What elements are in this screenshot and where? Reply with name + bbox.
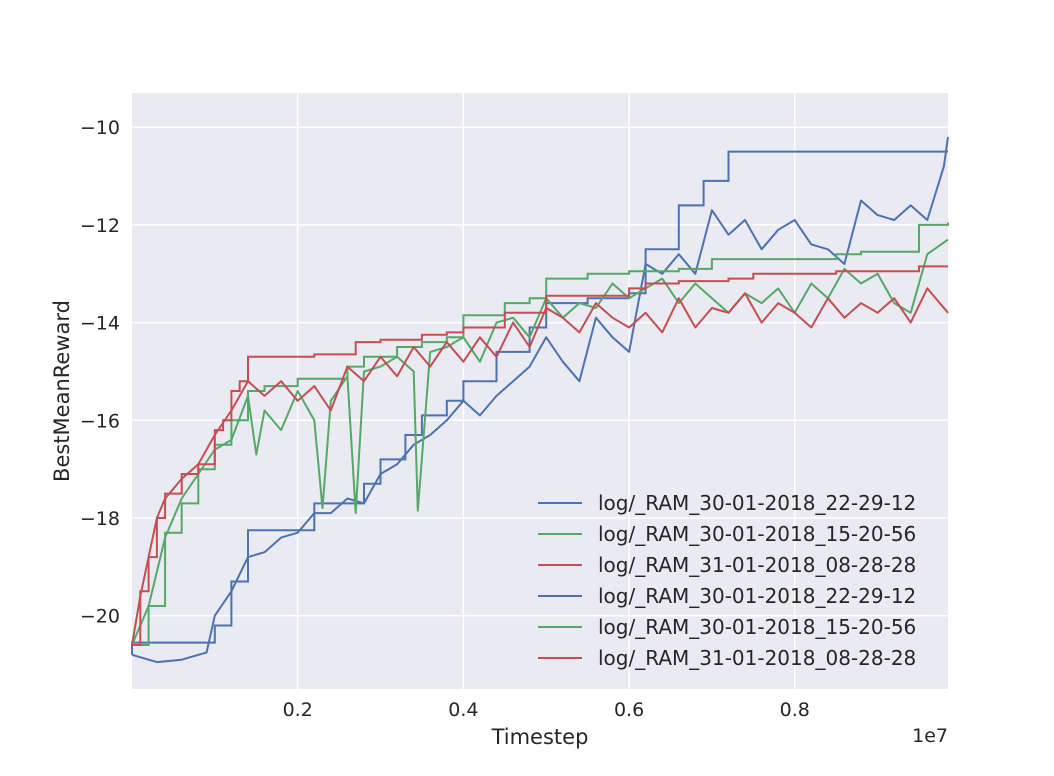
plot-area <box>132 93 948 689</box>
legend-label: log/_RAM_30-01-2018_15-20-56 <box>598 615 916 639</box>
legend-label: log/_RAM_30-01-2018_22-29-12 <box>598 584 916 608</box>
series-best-line-1 <box>131 150 948 655</box>
y-tick-label: −20 <box>80 606 120 628</box>
series-lines <box>131 136 949 664</box>
x-axis-offset-label: 1e7 <box>912 725 948 747</box>
y-axis-label: BestMeanReward <box>50 300 74 482</box>
y-tick-label: −14 <box>80 313 120 335</box>
x-tick-label: 0.2 <box>283 699 313 721</box>
series-current-line-3 <box>131 287 949 646</box>
y-tick-label: −10 <box>80 117 120 139</box>
x-tick-label: 0.8 <box>780 699 810 721</box>
y-tick-label: −16 <box>80 410 120 432</box>
x-tick-label: 0.6 <box>614 699 644 721</box>
series-best-line-3 <box>132 265 948 646</box>
x-tick-label: 0.4 <box>448 699 478 721</box>
legend-label: log/_RAM_30-01-2018_22-29-12 <box>598 491 916 515</box>
y-tick-label: −12 <box>80 215 120 237</box>
legend-label: log/_RAM_30-01-2018_15-20-56 <box>598 522 916 546</box>
series-current-line-1 <box>131 136 949 664</box>
y-tick-label: −18 <box>80 508 120 530</box>
y-axis-ticks: −20 −18 −16 −14 −12 −10 <box>80 117 120 628</box>
x-axis-ticks: 0.2 0.4 0.6 0.8 <box>283 699 810 721</box>
legend: log/_RAM_30-01-2018_22-29-12 log/_RAM_30-… <box>538 491 916 670</box>
legend-label: log/_RAM_31-01-2018_08-28-28 <box>598 646 916 670</box>
legend-label: log/_RAM_31-01-2018_08-28-28 <box>598 553 916 577</box>
x-axis-label: Timestep <box>491 725 589 749</box>
